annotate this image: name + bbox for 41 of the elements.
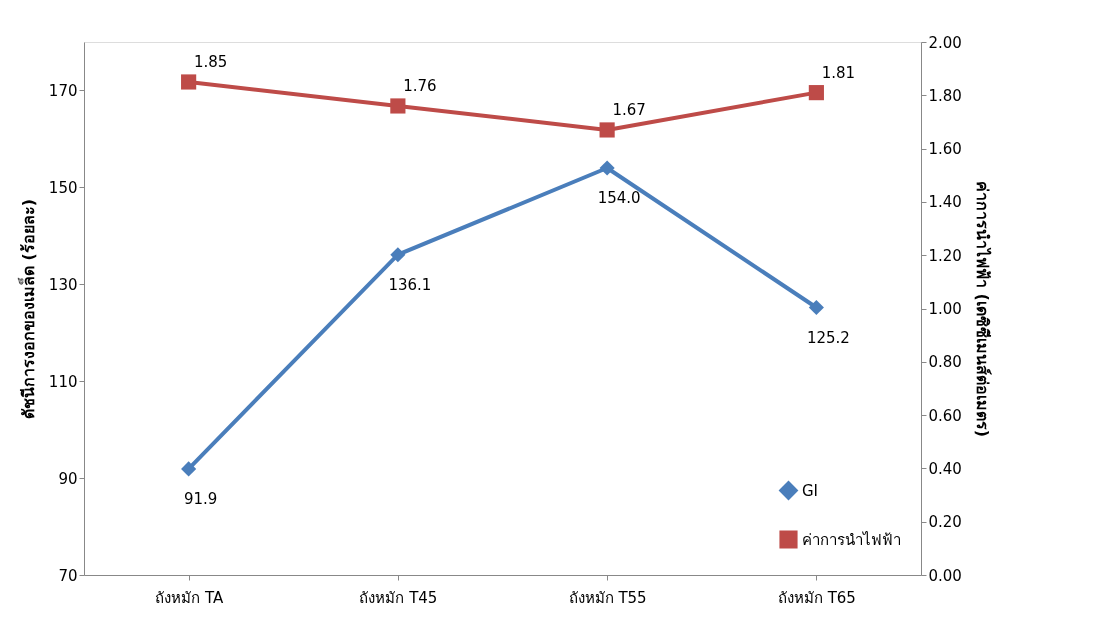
data-label: 125.2 [806, 328, 850, 347]
data-label: 1.81 [821, 63, 856, 82]
x-tick-label: ถังหมัก T45 [359, 588, 438, 607]
point [599, 122, 615, 138]
y2-tick-label: 1.00 [928, 300, 962, 318]
y2-axis-title: ค่าการนำไฟฟ้า (เดซิซีเมนส์ต่อเมตร) [972, 180, 992, 438]
y2-tick-label: 1.40 [928, 193, 962, 212]
y-tick-label: 70 [58, 566, 78, 585]
data-label: 1.85 [193, 52, 228, 71]
legend-label: ค่าการนำไฟฟ้า [802, 530, 901, 549]
y2-tick-label: 0.20 [928, 513, 962, 532]
data-label: 1.67 [612, 100, 646, 119]
point [390, 247, 406, 263]
point [599, 160, 615, 176]
data-label: 154.0 [597, 188, 641, 207]
y2-tick-label: 1.20 [928, 246, 962, 265]
y2-tick-label: 0.60 [928, 406, 962, 425]
y2-tick-label: 1.60 [928, 140, 962, 159]
data-label: 91.9 [183, 489, 218, 508]
data-label: 136.1 [388, 275, 432, 294]
x-tick-label: ถังหมัก T55 [568, 588, 647, 607]
y-axis-title: ดัชนีการงอกของเมล็ด (ร้อยละ) [16, 198, 38, 420]
point [808, 299, 824, 316]
y2-tick-label: 0.40 [928, 459, 962, 478]
y-tick-label: 110 [48, 372, 78, 391]
point [181, 461, 197, 477]
x-tick-label: ถังหมัก T65 [777, 588, 856, 607]
y-tick-label: 170 [48, 81, 78, 100]
x-tick-label: ถังหมัก TA [155, 588, 224, 607]
y2-tick-label: 1.80 [928, 86, 962, 105]
y2-tick-label: 2.00 [928, 33, 962, 52]
y-tick-label: 150 [48, 178, 78, 197]
legend-label: GI [802, 481, 819, 500]
point [390, 98, 406, 114]
y2-tick-label: 0.00 [928, 566, 962, 585]
y-tick-label: 130 [48, 275, 78, 294]
data-label: 1.76 [403, 76, 437, 95]
point [181, 74, 197, 90]
y2-tick-label: 0.80 [928, 353, 962, 372]
point [808, 85, 824, 101]
y-tick-label: 90 [58, 469, 78, 488]
